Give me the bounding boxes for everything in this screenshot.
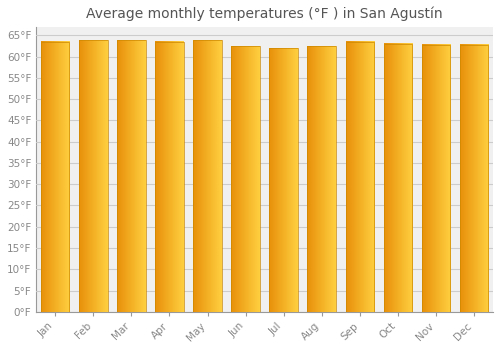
Bar xyxy=(79,40,108,312)
Bar xyxy=(155,42,184,312)
Bar xyxy=(384,44,412,312)
Bar xyxy=(346,42,374,312)
Bar xyxy=(41,42,70,312)
Bar xyxy=(422,45,450,312)
Bar xyxy=(232,46,260,312)
Bar xyxy=(460,45,488,312)
Title: Average monthly temperatures (°F ) in San Agustín: Average monthly temperatures (°F ) in Sa… xyxy=(86,7,443,21)
Bar xyxy=(232,46,260,312)
Bar xyxy=(346,42,374,312)
Bar xyxy=(117,40,145,312)
Bar xyxy=(308,46,336,312)
Bar xyxy=(422,45,450,312)
Bar xyxy=(270,48,298,312)
Bar xyxy=(193,40,222,312)
Bar xyxy=(155,42,184,312)
Bar xyxy=(193,40,222,312)
Bar xyxy=(117,40,145,312)
Bar xyxy=(308,46,336,312)
Bar xyxy=(384,44,412,312)
Bar xyxy=(270,48,298,312)
Bar xyxy=(460,45,488,312)
Bar xyxy=(41,42,70,312)
Bar xyxy=(79,40,108,312)
